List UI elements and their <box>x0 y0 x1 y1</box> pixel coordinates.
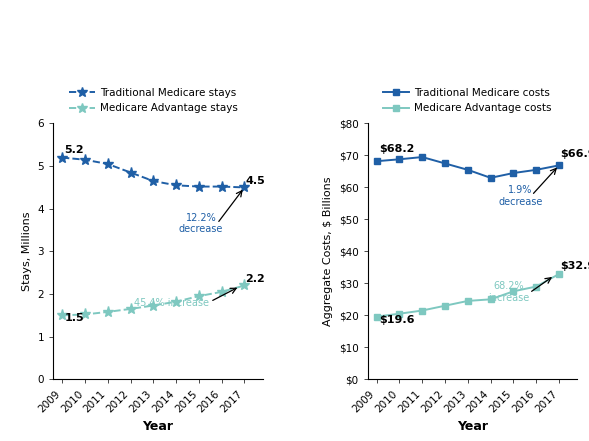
X-axis label: Year: Year <box>457 419 488 433</box>
Text: 12.2%
decrease: 12.2% decrease <box>179 213 223 234</box>
Legend: Traditional Medicare stays, Medicare Advantage stays: Traditional Medicare stays, Medicare Adv… <box>69 88 238 113</box>
Text: 1.5: 1.5 <box>64 313 84 323</box>
Text: $66.9: $66.9 <box>560 149 589 159</box>
Text: $19.6: $19.6 <box>379 315 415 325</box>
Text: 1.9%
decrease: 1.9% decrease <box>498 185 542 207</box>
Y-axis label: Aggregate Costs, $ Billions: Aggregate Costs, $ Billions <box>323 176 333 326</box>
Text: $32.9: $32.9 <box>560 261 589 271</box>
Text: 2.2: 2.2 <box>246 274 266 284</box>
X-axis label: Year: Year <box>143 419 173 433</box>
Text: 4.5: 4.5 <box>246 176 266 186</box>
Legend: Traditional Medicare costs, Medicare Advantage costs: Traditional Medicare costs, Medicare Adv… <box>383 88 552 113</box>
Text: 45.4% increase: 45.4% increase <box>134 298 209 308</box>
Y-axis label: Stays, Millions: Stays, Millions <box>22 212 32 291</box>
Text: $68.2: $68.2 <box>379 144 414 154</box>
Text: 68.2%
increase: 68.2% increase <box>488 281 530 303</box>
Text: 5.2: 5.2 <box>64 146 84 155</box>
